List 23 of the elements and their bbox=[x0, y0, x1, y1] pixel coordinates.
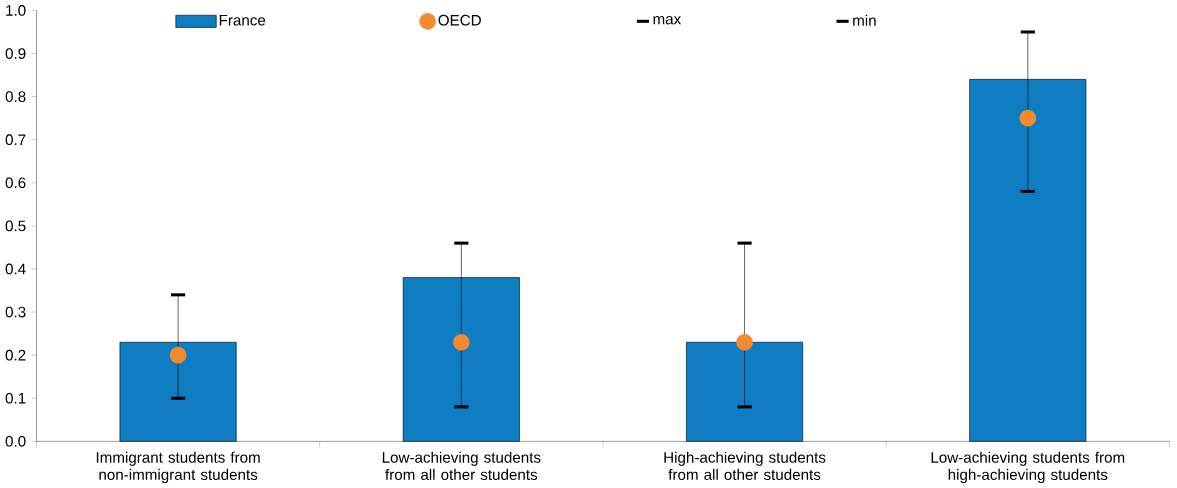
point bbox=[169, 346, 187, 364]
y-tick-label: 0.4 bbox=[5, 263, 26, 275]
point bbox=[736, 333, 753, 351]
legend-label: OECD bbox=[438, 14, 481, 26]
y-tick-label: 0.9 bbox=[5, 48, 26, 59]
y-tick-label: 0.1 bbox=[5, 392, 26, 404]
x-tick-label: High-achieving students from all other students bbox=[664, 451, 826, 480]
legend-label: France bbox=[219, 14, 266, 26]
y-tick-label: 0.5 bbox=[5, 220, 26, 232]
y-tick-label: 0.2 bbox=[5, 349, 26, 361]
y-tick-label: 1.0 bbox=[6, 5, 26, 16]
y-tick-label: 0.0 bbox=[5, 435, 26, 447]
point bbox=[453, 333, 470, 351]
annotation: min bbox=[853, 14, 876, 26]
x-tick-label: Low-achieving students from all other students bbox=[382, 451, 541, 480]
y-tick-label: 0.7 bbox=[5, 134, 26, 146]
y-tick-label: 0.3 bbox=[5, 306, 26, 318]
y-tick-label: 0.8 bbox=[5, 91, 26, 102]
point bbox=[1019, 109, 1037, 127]
x-tick-label: Immigrant students from non-immigrant students bbox=[96, 451, 260, 483]
y-tick-label: 0.6 bbox=[5, 177, 26, 189]
x-tick-label: Low-achieving students from high-achieving students bbox=[931, 451, 1125, 483]
annotation: max bbox=[653, 16, 682, 25]
